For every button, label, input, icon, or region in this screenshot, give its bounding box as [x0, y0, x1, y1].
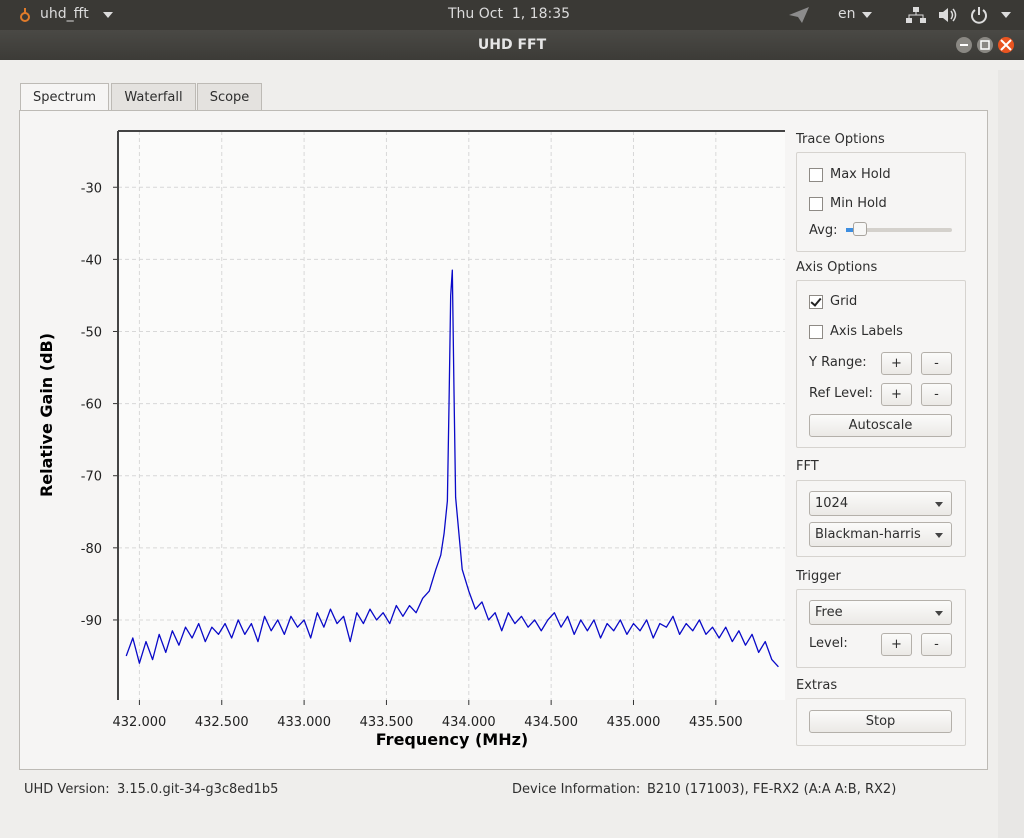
x-tick-label: 432.500 [195, 715, 249, 730]
checkbox[interactable] [809, 295, 823, 309]
control-label: Ref Level: [809, 386, 873, 401]
footer-label: Device Information: [512, 782, 641, 797]
footer-value: 3.15.0.git-34-g3c8ed1b5 [117, 782, 279, 797]
button[interactable]: - [921, 352, 952, 375]
group-box [796, 280, 966, 448]
checkbox[interactable] [809, 168, 823, 182]
plot-area [118, 131, 785, 700]
y-tick-label: -70 [81, 470, 102, 485]
app-icon [20, 8, 30, 22]
group-title: Trace Options [796, 132, 885, 147]
x-tick-label: 434.000 [442, 715, 496, 730]
dropdown-arrow [862, 12, 872, 18]
y-tick-label: -80 [81, 542, 102, 557]
clock[interactable]: Thu Oct 1, 18:35 [448, 6, 571, 22]
language-menu[interactable]: en [838, 6, 856, 22]
group-title: Trigger [796, 569, 841, 584]
network-icon[interactable] [906, 7, 926, 23]
y-tick-label: -60 [81, 398, 102, 413]
y-tick-label: -90 [81, 614, 102, 629]
group-box [796, 589, 966, 668]
group-title: FFT [796, 459, 819, 474]
checkbox[interactable] [809, 325, 823, 339]
group-title: Extras [796, 678, 838, 693]
group-title: Axis Options [796, 260, 878, 275]
y-tick-label: -40 [81, 253, 102, 268]
window-title: UHD FFT [0, 30, 1024, 60]
checkbox-label[interactable]: Max Hold [830, 167, 891, 182]
y-tick-label: -30 [81, 181, 102, 196]
tab[interactable]: Scope [197, 83, 262, 110]
spectrum-plot: Relative Gain (dB) Frequency (MHz) -30 -4… [37, 130, 785, 749]
combo-box[interactable]: Free [809, 600, 952, 625]
dropdown-arrow [1001, 12, 1011, 18]
combo-box[interactable]: Blackman-harris [809, 522, 952, 547]
checkbox[interactable] [809, 197, 823, 211]
x-tick-label: 433.000 [277, 715, 331, 730]
send-icon [789, 7, 809, 23]
power-icon[interactable] [970, 6, 988, 24]
button[interactable]: + [881, 352, 912, 375]
group-box [796, 698, 966, 746]
footer-label: UHD Version: [24, 782, 110, 797]
slider-label: Avg: [809, 223, 838, 238]
button[interactable]: Autoscale [809, 414, 952, 437]
slider-track[interactable] [846, 228, 952, 232]
y-tick-label: -50 [81, 325, 102, 340]
x-tick-label: 433.500 [360, 715, 414, 730]
combo-box[interactable]: 1024 [809, 491, 952, 516]
control-label: Y Range: [809, 355, 867, 370]
dropdown-arrow [103, 12, 113, 18]
spectrum-line [125, 269, 779, 668]
group-box [796, 152, 966, 252]
window-buttons[interactable] [955, 36, 1021, 54]
button[interactable]: - [921, 383, 952, 406]
x-tick-label: 435.500 [689, 715, 743, 730]
button[interactable]: + [881, 633, 912, 656]
top-bar: uhd_fft Thu Oct 1, 18:35 en [0, 0, 1024, 30]
app-menu[interactable]: uhd_fft [40, 6, 89, 22]
button[interactable]: Stop [809, 710, 952, 733]
x-axis-label: Frequency (MHz) [376, 730, 528, 749]
control-label: Level: [809, 636, 848, 651]
checkbox-label[interactable]: Axis Labels [830, 324, 903, 339]
footer-value: B210 (171003), FE-RX2 (A:A A:B, RX2) [647, 782, 897, 797]
button[interactable]: + [881, 383, 912, 406]
x-tick-label: 435.000 [607, 715, 661, 730]
slider-handle[interactable] [853, 222, 867, 236]
scrollbar[interactable] [998, 70, 1024, 838]
button[interactable]: - [921, 633, 952, 656]
checkbox-label[interactable]: Min Hold [830, 196, 887, 211]
x-tick-label: 434.500 [524, 715, 578, 730]
x-tick-label: 432.000 [113, 715, 167, 730]
group-box [796, 480, 966, 557]
y-axis-label: Relative Gain (dB) [37, 333, 56, 497]
tab[interactable]: Waterfall [111, 83, 196, 110]
volume-icon[interactable] [938, 7, 958, 23]
tab[interactable]: Spectrum [20, 83, 109, 111]
checkbox-label[interactable]: Grid [830, 294, 858, 309]
